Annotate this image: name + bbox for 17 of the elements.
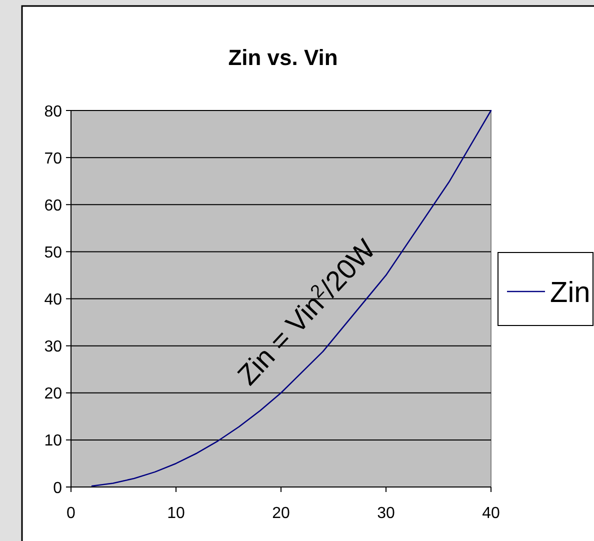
y-tick-label: 30 bbox=[44, 338, 62, 356]
x-tick-label: 30 bbox=[377, 505, 395, 522]
y-tick-label: 40 bbox=[44, 292, 62, 309]
line-series bbox=[91, 110, 492, 487]
y-tick-label: 80 bbox=[44, 103, 62, 120]
legend-label: Zin bbox=[550, 276, 590, 309]
chart-title: Zin vs. Vin bbox=[228, 45, 338, 70]
y-tick-label: 10 bbox=[44, 432, 62, 450]
x-tick-label: 20 bbox=[272, 505, 290, 522]
x-tick-label: 40 bbox=[482, 505, 500, 522]
x-tick-label: 0 bbox=[66, 505, 76, 522]
x-tick-label: 10 bbox=[167, 505, 185, 522]
y-tick-label: 70 bbox=[44, 150, 62, 168]
y-tick-label: 60 bbox=[44, 197, 62, 214]
y-tick-label: 50 bbox=[44, 244, 62, 262]
y-tick-label: 0 bbox=[53, 480, 62, 497]
y-tick-label: 20 bbox=[44, 386, 62, 403]
